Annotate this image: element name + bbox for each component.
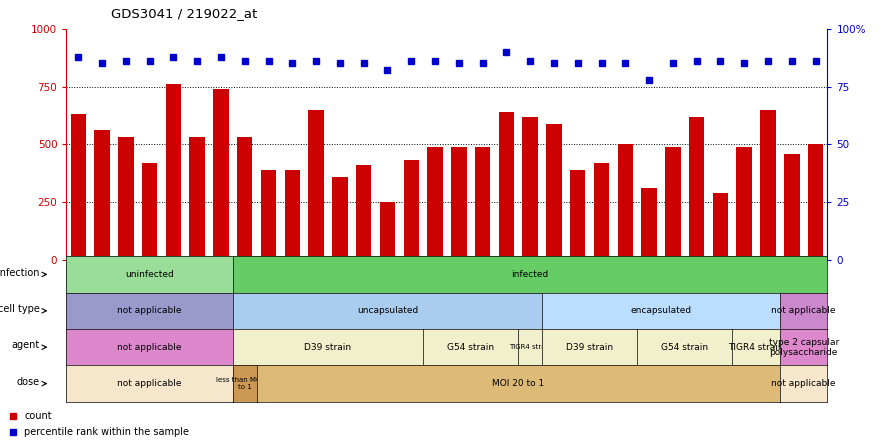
Bar — [522, 117, 538, 260]
Bar — [427, 147, 442, 260]
Text: D39 strain: D39 strain — [304, 343, 351, 352]
Bar — [213, 89, 228, 260]
Text: not applicable: not applicable — [118, 306, 182, 315]
Bar — [689, 117, 704, 260]
Text: TIGR4 strain: TIGR4 strain — [509, 344, 551, 350]
Bar — [451, 147, 466, 260]
Text: G54 strain: G54 strain — [661, 343, 708, 352]
Text: MOI 20 to 1: MOI 20 to 1 — [492, 379, 544, 388]
Bar — [570, 170, 586, 260]
Bar — [784, 154, 799, 260]
Bar — [308, 110, 324, 260]
Bar — [546, 123, 562, 260]
Bar — [618, 144, 633, 260]
Bar — [712, 193, 728, 260]
Bar — [261, 170, 276, 260]
Bar — [594, 163, 609, 260]
Bar — [666, 147, 681, 260]
Bar — [189, 137, 205, 260]
Text: not applicable: not applicable — [772, 306, 836, 315]
Bar — [237, 137, 252, 260]
Text: GDS3041 / 219022_at: GDS3041 / 219022_at — [111, 7, 257, 20]
Bar — [71, 114, 86, 260]
Bar — [380, 202, 396, 260]
Bar — [404, 160, 419, 260]
Text: percentile rank within the sample: percentile rank within the sample — [25, 427, 189, 437]
Bar — [760, 110, 776, 260]
Text: uninfected: uninfected — [126, 270, 174, 279]
Text: not applicable: not applicable — [772, 379, 836, 388]
Text: count: count — [25, 411, 52, 421]
Bar — [332, 177, 348, 260]
Bar — [285, 170, 300, 260]
Text: agent: agent — [12, 341, 40, 350]
Text: type 2 capsular
polysaccharide: type 2 capsular polysaccharide — [768, 337, 839, 357]
Bar — [736, 147, 752, 260]
Text: not applicable: not applicable — [118, 343, 182, 352]
Text: less than MOI 20
to 1: less than MOI 20 to 1 — [216, 377, 274, 390]
Text: cell type: cell type — [0, 304, 40, 314]
Text: TIGR4 strain: TIGR4 strain — [728, 343, 784, 352]
Text: D39 strain: D39 strain — [566, 343, 613, 352]
Bar — [642, 188, 657, 260]
Bar — [95, 131, 110, 260]
Bar — [475, 147, 490, 260]
Text: infection: infection — [0, 268, 40, 278]
Bar — [356, 165, 372, 260]
Bar — [118, 137, 134, 260]
Bar — [808, 144, 823, 260]
Text: infected: infected — [512, 270, 549, 279]
Text: dose: dose — [17, 377, 40, 387]
Bar — [142, 163, 158, 260]
Text: encapsulated: encapsulated — [630, 306, 691, 315]
Bar — [498, 112, 514, 260]
Text: G54 strain: G54 strain — [447, 343, 494, 352]
Text: not applicable: not applicable — [118, 379, 182, 388]
Bar — [165, 84, 181, 260]
Text: uncapsulated: uncapsulated — [357, 306, 418, 315]
